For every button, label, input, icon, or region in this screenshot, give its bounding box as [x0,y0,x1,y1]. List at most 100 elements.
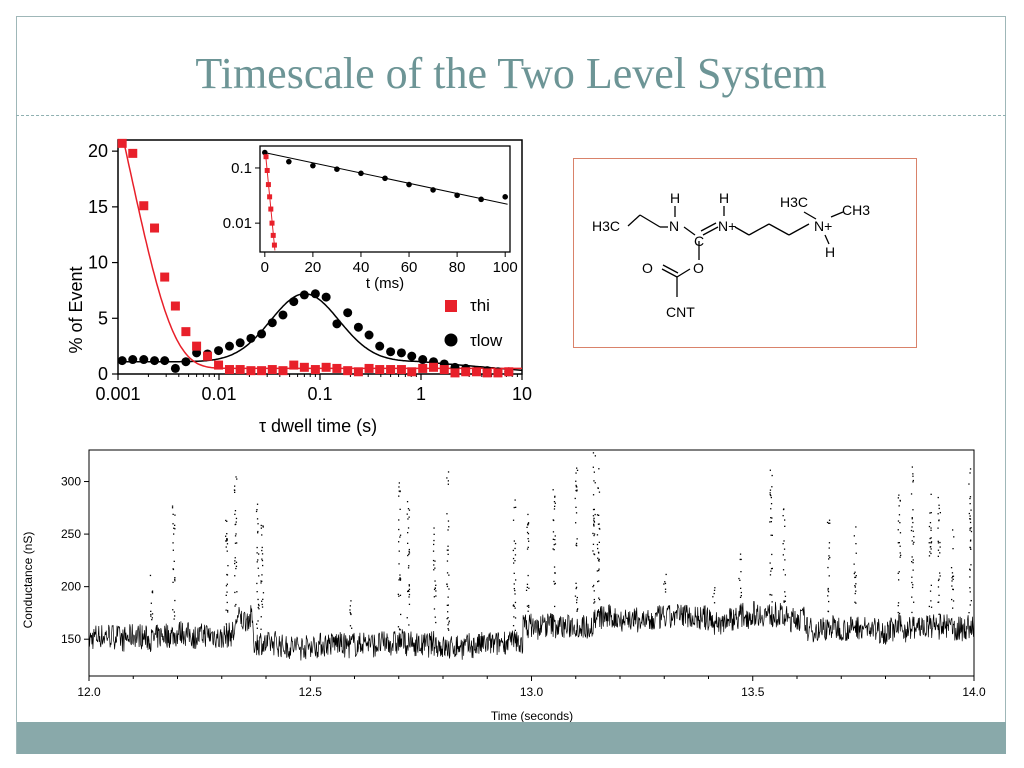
conductance-spike-point [593,517,595,519]
conductance-spike-point [513,562,515,564]
conductance-spike-point [398,528,400,531]
conductance-spike-point [407,527,410,529]
conductance-spike-point [712,596,714,598]
tau-low-point [343,308,353,318]
conductance-spike-point [593,480,595,482]
conductance-spike-point [970,539,972,541]
inset-tau-low-point [454,192,460,199]
conductance-spike-point [399,594,402,596]
conductance-spike-point [406,617,408,619]
tau-hi-point [396,365,406,375]
inset-tau-hi-point [269,220,275,226]
conductance-spike-point [526,548,529,550]
inset-tau-low-point [310,162,316,169]
conductance-spike-point [783,548,786,550]
conductance-spike-point [739,596,742,598]
conductance-spike-point [782,569,785,571]
conductance-spike-point [969,468,972,470]
conductance-spike-point [594,513,596,516]
conductance-spike-point [938,519,940,521]
histogram-y-tick-label: 15 [88,197,108,217]
conductance-spike-point [592,466,594,468]
conductance-spike-point [406,501,409,503]
conductance-spike-point [226,591,228,593]
conductance-spike-point [913,601,915,603]
conductance-spike-point [514,607,516,609]
conductance-spike-point [897,611,899,614]
molecule-atom-n1: N [669,218,679,234]
conductance-spike-point [769,469,771,471]
tau-low-point [299,290,309,300]
conductance-spike-point [929,512,931,514]
conductance-spike-point [930,529,932,531]
molecule-atom-h2: H [719,190,729,206]
conductance-spike-point [952,575,954,578]
tau-hi-point [375,365,385,375]
conductance-spike-point [234,535,237,537]
conductance-spike-point [596,543,599,546]
conductance-spike-point [260,582,262,584]
histogram-y-tick-label: 10 [88,253,108,273]
conductance-spike-point [970,509,972,511]
conductance-spike-point [234,491,236,493]
conductance-spike-point [854,576,857,578]
conductance-spike-point [226,601,228,604]
inset-tau-hi-point [267,194,273,200]
conductance-spike-point [262,592,265,594]
legend-marker-tau-low [444,333,458,347]
conductance-spike-point [433,527,435,529]
histogram-x-tick-label: 10 [512,384,532,404]
conductance-spike-point [740,558,742,561]
conductance-spike-point [969,472,971,474]
conductance-spike-point [513,572,515,574]
inset-tau-low-point [502,194,508,200]
conductance-spike-point [771,534,773,536]
conductance-spike-point [911,581,913,584]
conductance-spike-point [261,600,263,602]
conductance-spike-point [576,609,578,611]
trace-x-tick-label: 12.5 [299,685,323,699]
conductance-spike-point [262,564,264,567]
conductance-spike-point [930,493,932,495]
conductance-spike-point [969,591,971,593]
conductance-spike-point [512,519,515,521]
conductance-spike-point [397,626,400,628]
conductance-spike-point [171,507,174,509]
conductance-spike-point [770,508,772,510]
conductance-spike-point [598,514,600,516]
conductance-spike-point [448,574,450,576]
tau-hi-point [407,367,417,377]
conductance-spike-point [552,519,554,521]
conductance-spike-point [939,552,941,554]
tau-hi-point [214,360,224,370]
tau-hi-point [289,360,299,370]
conductance-spike-point [234,605,236,607]
conductance-spike-point [829,522,831,524]
conductance-spike-point [594,455,596,457]
conductance-spike-point [910,529,913,532]
conductance-spike-point [912,479,914,482]
conductance-spike-point [227,565,229,567]
conductance-spike-point [553,566,556,568]
inset-tau-hi-point [270,232,276,238]
conductance-spike-point [398,495,400,497]
tau-hi-point [471,367,481,377]
conductance-spike-point [514,499,516,501]
conductance-spike-point [226,550,228,552]
conductance-spike-point [912,521,914,524]
conductance-spike-point [151,619,153,621]
conductance-spike-point [261,603,263,606]
conductance-spike-point [400,613,402,616]
conductance-spike-point [855,575,857,577]
conductance-spike-point [233,489,236,491]
molecule-atom-c: C [694,233,704,249]
conductance-spike-point [514,601,517,604]
conductance-spike-point [256,582,258,585]
conductance-spike-point [527,513,529,516]
conductance-spike-point [446,585,449,588]
conductance-spike-point [784,595,787,597]
conductance-spike-point [911,466,913,468]
molecule-bonds [627,206,844,297]
tau-low-point [278,310,288,320]
conductance-spike-point [512,605,514,607]
